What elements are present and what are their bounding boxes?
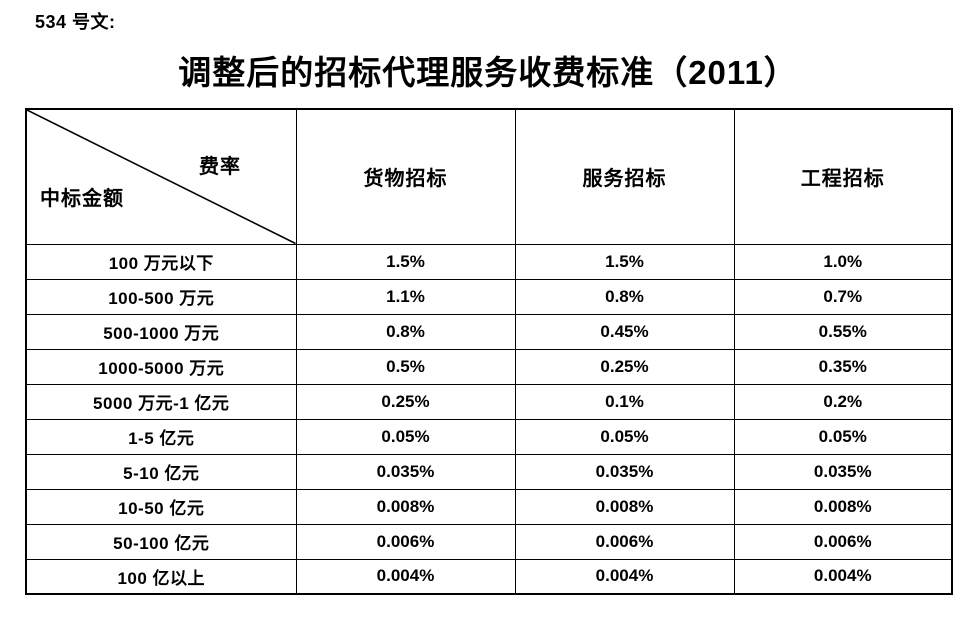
table-row: 100-500 万元 1.1% 0.8% 0.7% xyxy=(25,278,953,315)
corner-header-cell: 费率 中标金额 xyxy=(25,108,297,245)
value-cell: 0.7% xyxy=(733,278,953,315)
table-row: 1-5 亿元 0.05% 0.05% 0.05% xyxy=(25,418,953,455)
column-header-engineering-bidding: 工程招标 xyxy=(733,108,953,245)
row-label-cell: 5000 万元-1 亿元 xyxy=(25,383,297,420)
column-header-service-bidding: 服务招标 xyxy=(514,108,735,245)
value-cell: 0.006% xyxy=(295,523,516,560)
column-header-goods-bidding: 货物招标 xyxy=(295,108,516,245)
table-row: 5000 万元-1 亿元 0.25% 0.1% 0.2% xyxy=(25,383,953,420)
value-cell: 0.05% xyxy=(733,418,953,455)
value-cell: 0.035% xyxy=(733,453,953,490)
value-cell: 1.0% xyxy=(733,243,953,280)
table-header-row: 费率 中标金额 货物招标 服务招标 工程招标 xyxy=(25,108,953,245)
value-cell: 0.008% xyxy=(733,488,953,525)
value-cell: 0.25% xyxy=(295,383,516,420)
row-label-cell: 500-1000 万元 xyxy=(25,313,297,350)
value-cell: 0.05% xyxy=(514,418,735,455)
table-row: 5-10 亿元 0.035% 0.035% 0.035% xyxy=(25,453,953,490)
page-title: 调整后的招标代理服务收费标准（2011） xyxy=(178,54,798,91)
value-cell: 0.008% xyxy=(514,488,735,525)
corner-label-bid-amount: 中标金额 xyxy=(40,188,124,210)
value-cell: 0.25% xyxy=(514,348,735,385)
value-cell: 0.035% xyxy=(514,453,735,490)
row-label-cell: 10-50 亿元 xyxy=(25,488,297,525)
table-row: 500-1000 万元 0.8% 0.45% 0.55% xyxy=(25,313,953,350)
row-label-cell: 1-5 亿元 xyxy=(25,418,297,455)
value-cell: 0.45% xyxy=(514,313,735,350)
value-cell: 1.5% xyxy=(295,243,516,280)
value-cell: 0.8% xyxy=(514,278,735,315)
value-cell: 0.004% xyxy=(514,558,735,595)
table-row: 50-100 亿元 0.006% 0.006% 0.006% xyxy=(25,523,953,560)
value-cell: 0.55% xyxy=(733,313,953,350)
diagonal-divider-line xyxy=(27,110,295,243)
table-row: 1000-5000 万元 0.5% 0.25% 0.35% xyxy=(25,348,953,385)
value-cell: 0.8% xyxy=(295,313,516,350)
row-label-cell: 100 亿以上 xyxy=(25,558,297,595)
row-label-cell: 5-10 亿元 xyxy=(25,453,297,490)
value-cell: 0.35% xyxy=(733,348,953,385)
value-cell: 0.008% xyxy=(295,488,516,525)
value-cell: 0.035% xyxy=(295,453,516,490)
value-cell: 0.05% xyxy=(295,418,516,455)
value-cell: 0.5% xyxy=(295,348,516,385)
value-cell: 0.2% xyxy=(733,383,953,420)
row-label-cell: 100-500 万元 xyxy=(25,278,297,315)
table-row: 10-50 亿元 0.008% 0.008% 0.008% xyxy=(25,488,953,525)
value-cell: 0.004% xyxy=(733,558,953,595)
row-label-cell: 1000-5000 万元 xyxy=(25,348,297,385)
corner-label-fee-rate: 费率 xyxy=(199,156,241,178)
table-row: 100 亿以上 0.004% 0.004% 0.004% xyxy=(25,558,953,595)
value-cell: 0.004% xyxy=(295,558,516,595)
value-cell: 0.1% xyxy=(514,383,735,420)
value-cell: 0.006% xyxy=(514,523,735,560)
table-row: 100 万元以下 1.5% 1.5% 1.0% xyxy=(25,243,953,280)
value-cell: 1.1% xyxy=(295,278,516,315)
value-cell: 0.006% xyxy=(733,523,953,560)
value-cell: 1.5% xyxy=(514,243,735,280)
row-label-cell: 100 万元以下 xyxy=(25,243,297,280)
doc-number-label: 534 号文: xyxy=(35,12,116,32)
fee-standard-table: 费率 中标金额 货物招标 服务招标 工程招标 100 万元以下 1.5% 1.5… xyxy=(25,108,953,595)
row-label-cell: 50-100 亿元 xyxy=(25,523,297,560)
